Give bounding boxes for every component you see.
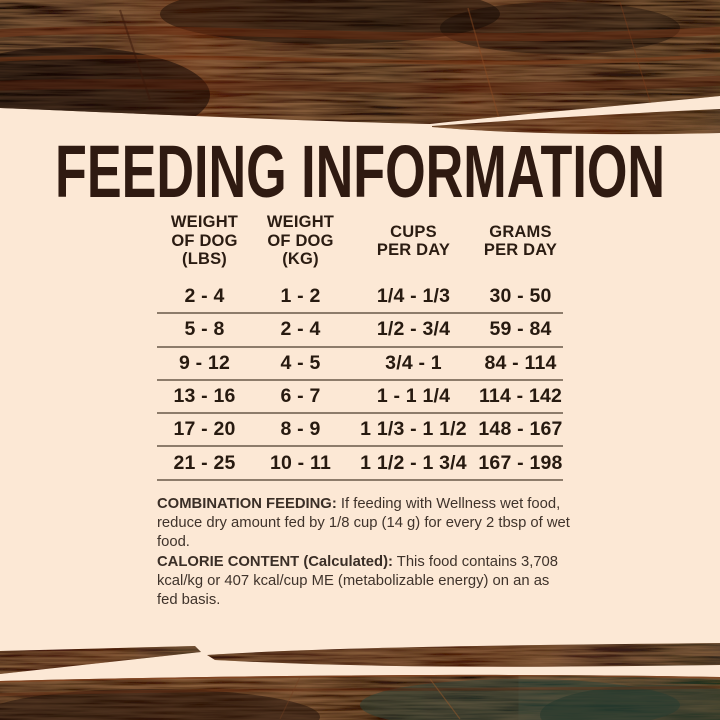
header-line: (KG)	[282, 250, 319, 269]
table-cell: 4 - 5	[280, 351, 321, 374]
table-cell: 9 - 12	[178, 351, 231, 374]
table-cell: 1 - 1 1/4	[376, 385, 451, 408]
note-combination-feeding: COMBINATION FEEDING: If feeding with Wel…	[157, 495, 571, 552]
table-cell: 1 1/2 - 1 3/4	[360, 451, 467, 474]
table-cell: 17 - 20	[173, 418, 236, 441]
table-row: 17 - 20 8 - 9 1 1/3 - 1 1/2 148 - 167	[157, 414, 563, 448]
table-cell: 6 - 7	[280, 385, 321, 408]
table-cell: 10 - 11	[269, 451, 332, 474]
table-cell: 1/4 - 1/3	[376, 285, 451, 308]
table-cell: 13 - 16	[173, 385, 236, 408]
table-cell: 5 - 8	[184, 318, 225, 341]
column-header-cups-per-day: CUPS PER DAY	[349, 211, 478, 271]
column-header-weight-kg: WEIGHT OF DOG (KG)	[252, 211, 349, 271]
table-row: 21 - 25 10 - 11 1 1/2 - 1 3/4 167 - 198	[157, 447, 563, 481]
header-line: OF DOG	[267, 231, 334, 250]
table-row: 5 - 8 2 - 4 1/2 - 3/4 59 - 84	[157, 314, 563, 348]
table-cell: 114 - 142	[478, 385, 563, 408]
header-line: PER DAY	[376, 241, 451, 259]
table-cell: 30 - 50	[489, 285, 552, 308]
table-row: 2 - 4 1 - 2 1/4 - 1/3 30 - 50	[157, 281, 563, 315]
table-cell: 1/2 - 3/4	[376, 318, 451, 341]
note-label: CALORIE CONTENT (Calculated):	[157, 554, 393, 570]
top-wood-texture	[0, 0, 720, 135]
column-header-grams-per-day: GRAMS PER DAY	[478, 211, 563, 271]
table-cell: 1 - 2	[280, 285, 321, 308]
note-text: If feeding with Wellness wet food, reduc…	[157, 496, 570, 550]
feeding-table: 2 - 4 1 - 2 1/4 - 1/3 30 - 50 5 - 8 2 - …	[157, 281, 563, 481]
header-line: PER DAY	[483, 241, 558, 259]
header-line: OF DOG	[171, 231, 238, 250]
note-calorie-content: CALORIE CONTENT (Calculated): This food …	[157, 553, 571, 610]
table-cell: 167 - 198	[478, 451, 563, 474]
footnotes: COMBINATION FEEDING: If feeding with Wel…	[157, 495, 571, 611]
header-line: CUPS	[390, 222, 437, 241]
table-row: 13 - 16 6 - 7 1 - 1 1/4 114 - 142	[157, 381, 563, 415]
table-row: 9 - 12 4 - 5 3/4 - 1 84 - 114	[157, 348, 563, 381]
table-cell: 21 - 25	[173, 451, 236, 474]
feeding-table-header: WEIGHT OF DOG (LBS) WEIGHT OF DOG (KG) C…	[157, 211, 563, 271]
column-header-weight-lbs: WEIGHT OF DOG (LBS)	[157, 211, 252, 271]
table-cell: 3/4 - 1	[385, 351, 442, 374]
table-cell: 2 - 4	[184, 285, 225, 308]
note-text: This food contains 3,708 kcal/kg or 407 …	[157, 554, 559, 608]
header-line: (LBS)	[182, 250, 227, 269]
table-cell: 1 1/3 - 1 1/2	[360, 418, 467, 441]
note-label: COMBINATION FEEDING:	[157, 496, 337, 512]
page-title: FEEDING INFORMATION	[55, 137, 665, 207]
table-cell: 84 - 114	[484, 351, 557, 374]
table-cell: 8 - 9	[280, 418, 321, 441]
bottom-wood-texture	[0, 643, 720, 720]
header-line: GRAMS	[489, 222, 552, 241]
table-cell: 148 - 167	[478, 418, 563, 441]
header-line: WEIGHT	[266, 213, 335, 232]
header-line: WEIGHT	[170, 213, 239, 232]
table-cell: 59 - 84	[489, 318, 552, 341]
page-title-text: FEEDING INFORMATION	[55, 137, 665, 207]
table-cell: 2 - 4	[280, 318, 321, 341]
